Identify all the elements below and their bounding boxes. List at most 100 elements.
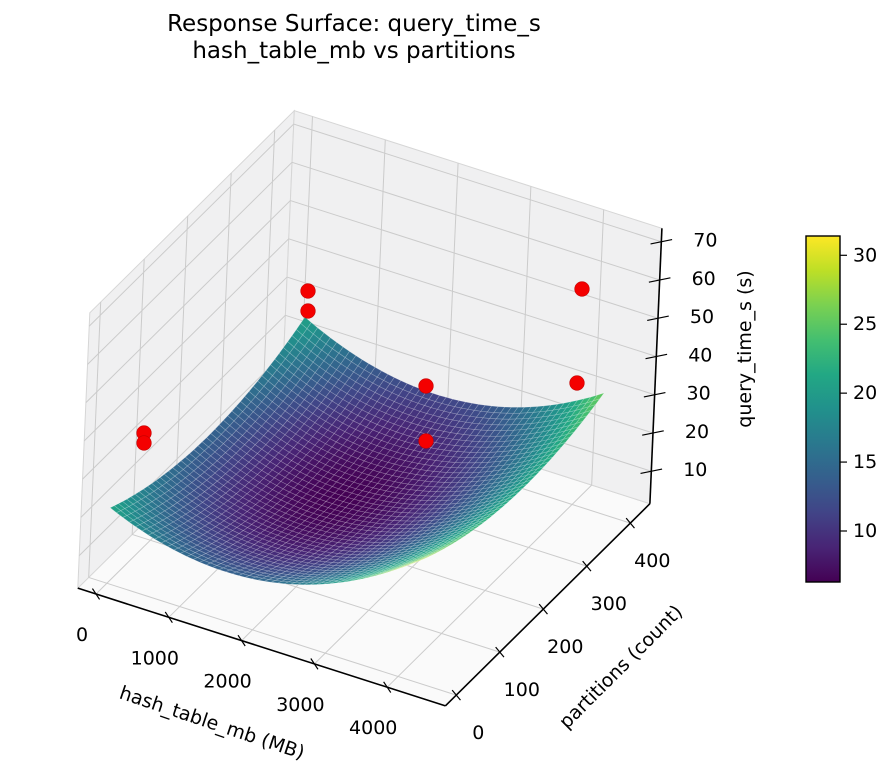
x-tick-mark xyxy=(237,634,246,647)
y-tick-mark xyxy=(582,560,592,572)
right-wall-grid-line xyxy=(288,238,657,357)
surface-quad xyxy=(524,475,536,483)
data-point xyxy=(300,283,316,299)
z-tick-label: 70 xyxy=(693,230,717,252)
left-wall-grid-line xyxy=(262,130,276,406)
right-wall-grid-line xyxy=(445,163,459,439)
left-wall-grid-line xyxy=(131,259,145,535)
left-wall-grid-line xyxy=(88,123,295,327)
tick-labels: 0 1000 2000 3000 4000 0 100 200 300 400 10 20 30 40 50… xyxy=(76,230,717,744)
x-tick-label: 1000 xyxy=(131,647,179,669)
z-tick-label: 20 xyxy=(685,421,709,443)
x-tick-label: 3000 xyxy=(276,694,324,716)
surface-quad xyxy=(431,548,444,555)
right-wall-grid-line xyxy=(591,209,605,486)
right-wall-grid-line xyxy=(293,123,662,243)
y-tick-mark xyxy=(625,517,635,529)
data-point xyxy=(300,303,316,319)
surface-quad xyxy=(415,557,427,563)
floor-grid-line xyxy=(386,484,593,688)
colorbar-tick-label: 20 xyxy=(853,382,877,404)
surface-quad xyxy=(498,499,511,507)
z-axis-spine xyxy=(649,228,663,504)
y-tick-mark xyxy=(538,603,548,615)
colorbar-bar xyxy=(805,235,841,583)
y-tick-label: 300 xyxy=(591,593,627,615)
surface-quad xyxy=(486,510,498,518)
x-axis-spine xyxy=(77,587,446,707)
z-tick-mark xyxy=(643,391,666,398)
surface-quad xyxy=(588,398,601,408)
left-wall-grid-line xyxy=(218,173,232,449)
z-tick-mark xyxy=(648,277,671,283)
right-wall-grid-line xyxy=(291,161,660,281)
surface-quad xyxy=(403,562,415,568)
y-tick-label: 200 xyxy=(547,636,583,658)
data-points xyxy=(136,281,590,451)
z-tick-label: 30 xyxy=(687,383,711,405)
z-axis-label: query_time_s (s) xyxy=(734,270,756,428)
colorbar-tick-label: 10 xyxy=(853,520,877,542)
data-point xyxy=(136,435,152,451)
left-wall-grid-line xyxy=(85,200,291,404)
colorbar-tick-label: 25 xyxy=(853,313,877,335)
surface-quad xyxy=(554,442,566,451)
surface-quad xyxy=(456,533,469,540)
surface-quad xyxy=(515,483,528,491)
surface-quad xyxy=(436,546,448,552)
data-point xyxy=(418,378,434,394)
surface-quad xyxy=(411,559,423,565)
x-tick-mark xyxy=(91,588,101,600)
y-tick-mark xyxy=(495,646,505,658)
colorbar-tick-label: 30 xyxy=(853,244,877,266)
surface-quad xyxy=(461,530,473,537)
x-tick-label: 4000 xyxy=(349,717,397,739)
y-tick-label: 100 xyxy=(504,679,540,701)
surface-quad xyxy=(452,536,465,542)
z-tick-label: 50 xyxy=(690,306,714,328)
surface-quad xyxy=(566,426,579,435)
x-tick-mark xyxy=(310,658,319,670)
surface-quad xyxy=(407,560,419,566)
y-axis-spine xyxy=(444,503,651,707)
x-tick-label: 0 xyxy=(76,624,88,646)
y-tick-label: 400 xyxy=(634,550,670,572)
data-point xyxy=(418,433,434,449)
x-tick-mark xyxy=(164,611,173,624)
z-tick-label: 10 xyxy=(683,459,707,481)
response-surface xyxy=(109,316,605,586)
surface-quad xyxy=(503,496,515,503)
data-point xyxy=(569,375,585,391)
z-tick-label: 60 xyxy=(692,268,716,290)
surface-quad xyxy=(477,517,490,525)
z-tick-mark xyxy=(642,430,664,436)
left-wall-grid-line xyxy=(175,216,189,492)
y-tick-label: 0 xyxy=(472,722,484,744)
x-tick-label: 2000 xyxy=(203,671,251,693)
left-wall-grid-line xyxy=(82,276,288,480)
left-wall-grid-line xyxy=(87,161,293,365)
z-tick-mark xyxy=(645,353,668,360)
left-wall-grid-line xyxy=(88,302,102,578)
surface-quad xyxy=(440,544,452,550)
right-wall-grid-line xyxy=(285,314,654,434)
z-tick-mark xyxy=(647,315,669,322)
left-wall-grid-line xyxy=(80,314,286,518)
left-wall-grid-line xyxy=(83,238,290,442)
surface-quad xyxy=(423,553,436,559)
colorbar-tick-label: 15 xyxy=(853,451,877,473)
surface-quad xyxy=(427,551,440,557)
surface-quad xyxy=(511,487,524,496)
floor-grid-line xyxy=(88,576,457,696)
x-tick-mark xyxy=(383,681,392,693)
chart-title-line2: hash_table_mb vs partitions xyxy=(192,38,516,64)
chart-title-line1: Response Surface: query_time_s xyxy=(167,11,541,37)
colorbar: 10 15 20 25 30 xyxy=(805,235,877,583)
z-tick-mark xyxy=(650,238,673,245)
z-tick-mark xyxy=(640,468,663,475)
y-tick-mark xyxy=(451,689,461,701)
tick-marks xyxy=(91,238,673,701)
surface-quad xyxy=(419,555,432,561)
